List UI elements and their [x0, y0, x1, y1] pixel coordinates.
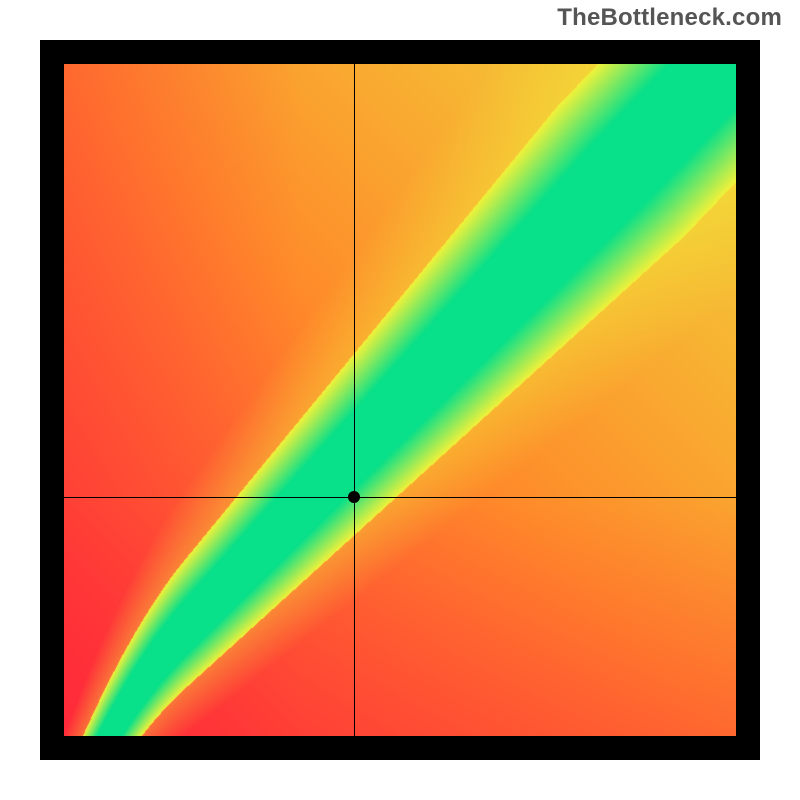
crosshair-vertical — [354, 64, 355, 736]
chart-frame — [40, 40, 760, 760]
watermark-text: TheBottleneck.com — [557, 4, 782, 32]
heatmap-canvas — [64, 64, 736, 736]
data-point-marker — [348, 491, 360, 503]
plot-area — [64, 64, 736, 736]
crosshair-horizontal — [64, 497, 736, 498]
